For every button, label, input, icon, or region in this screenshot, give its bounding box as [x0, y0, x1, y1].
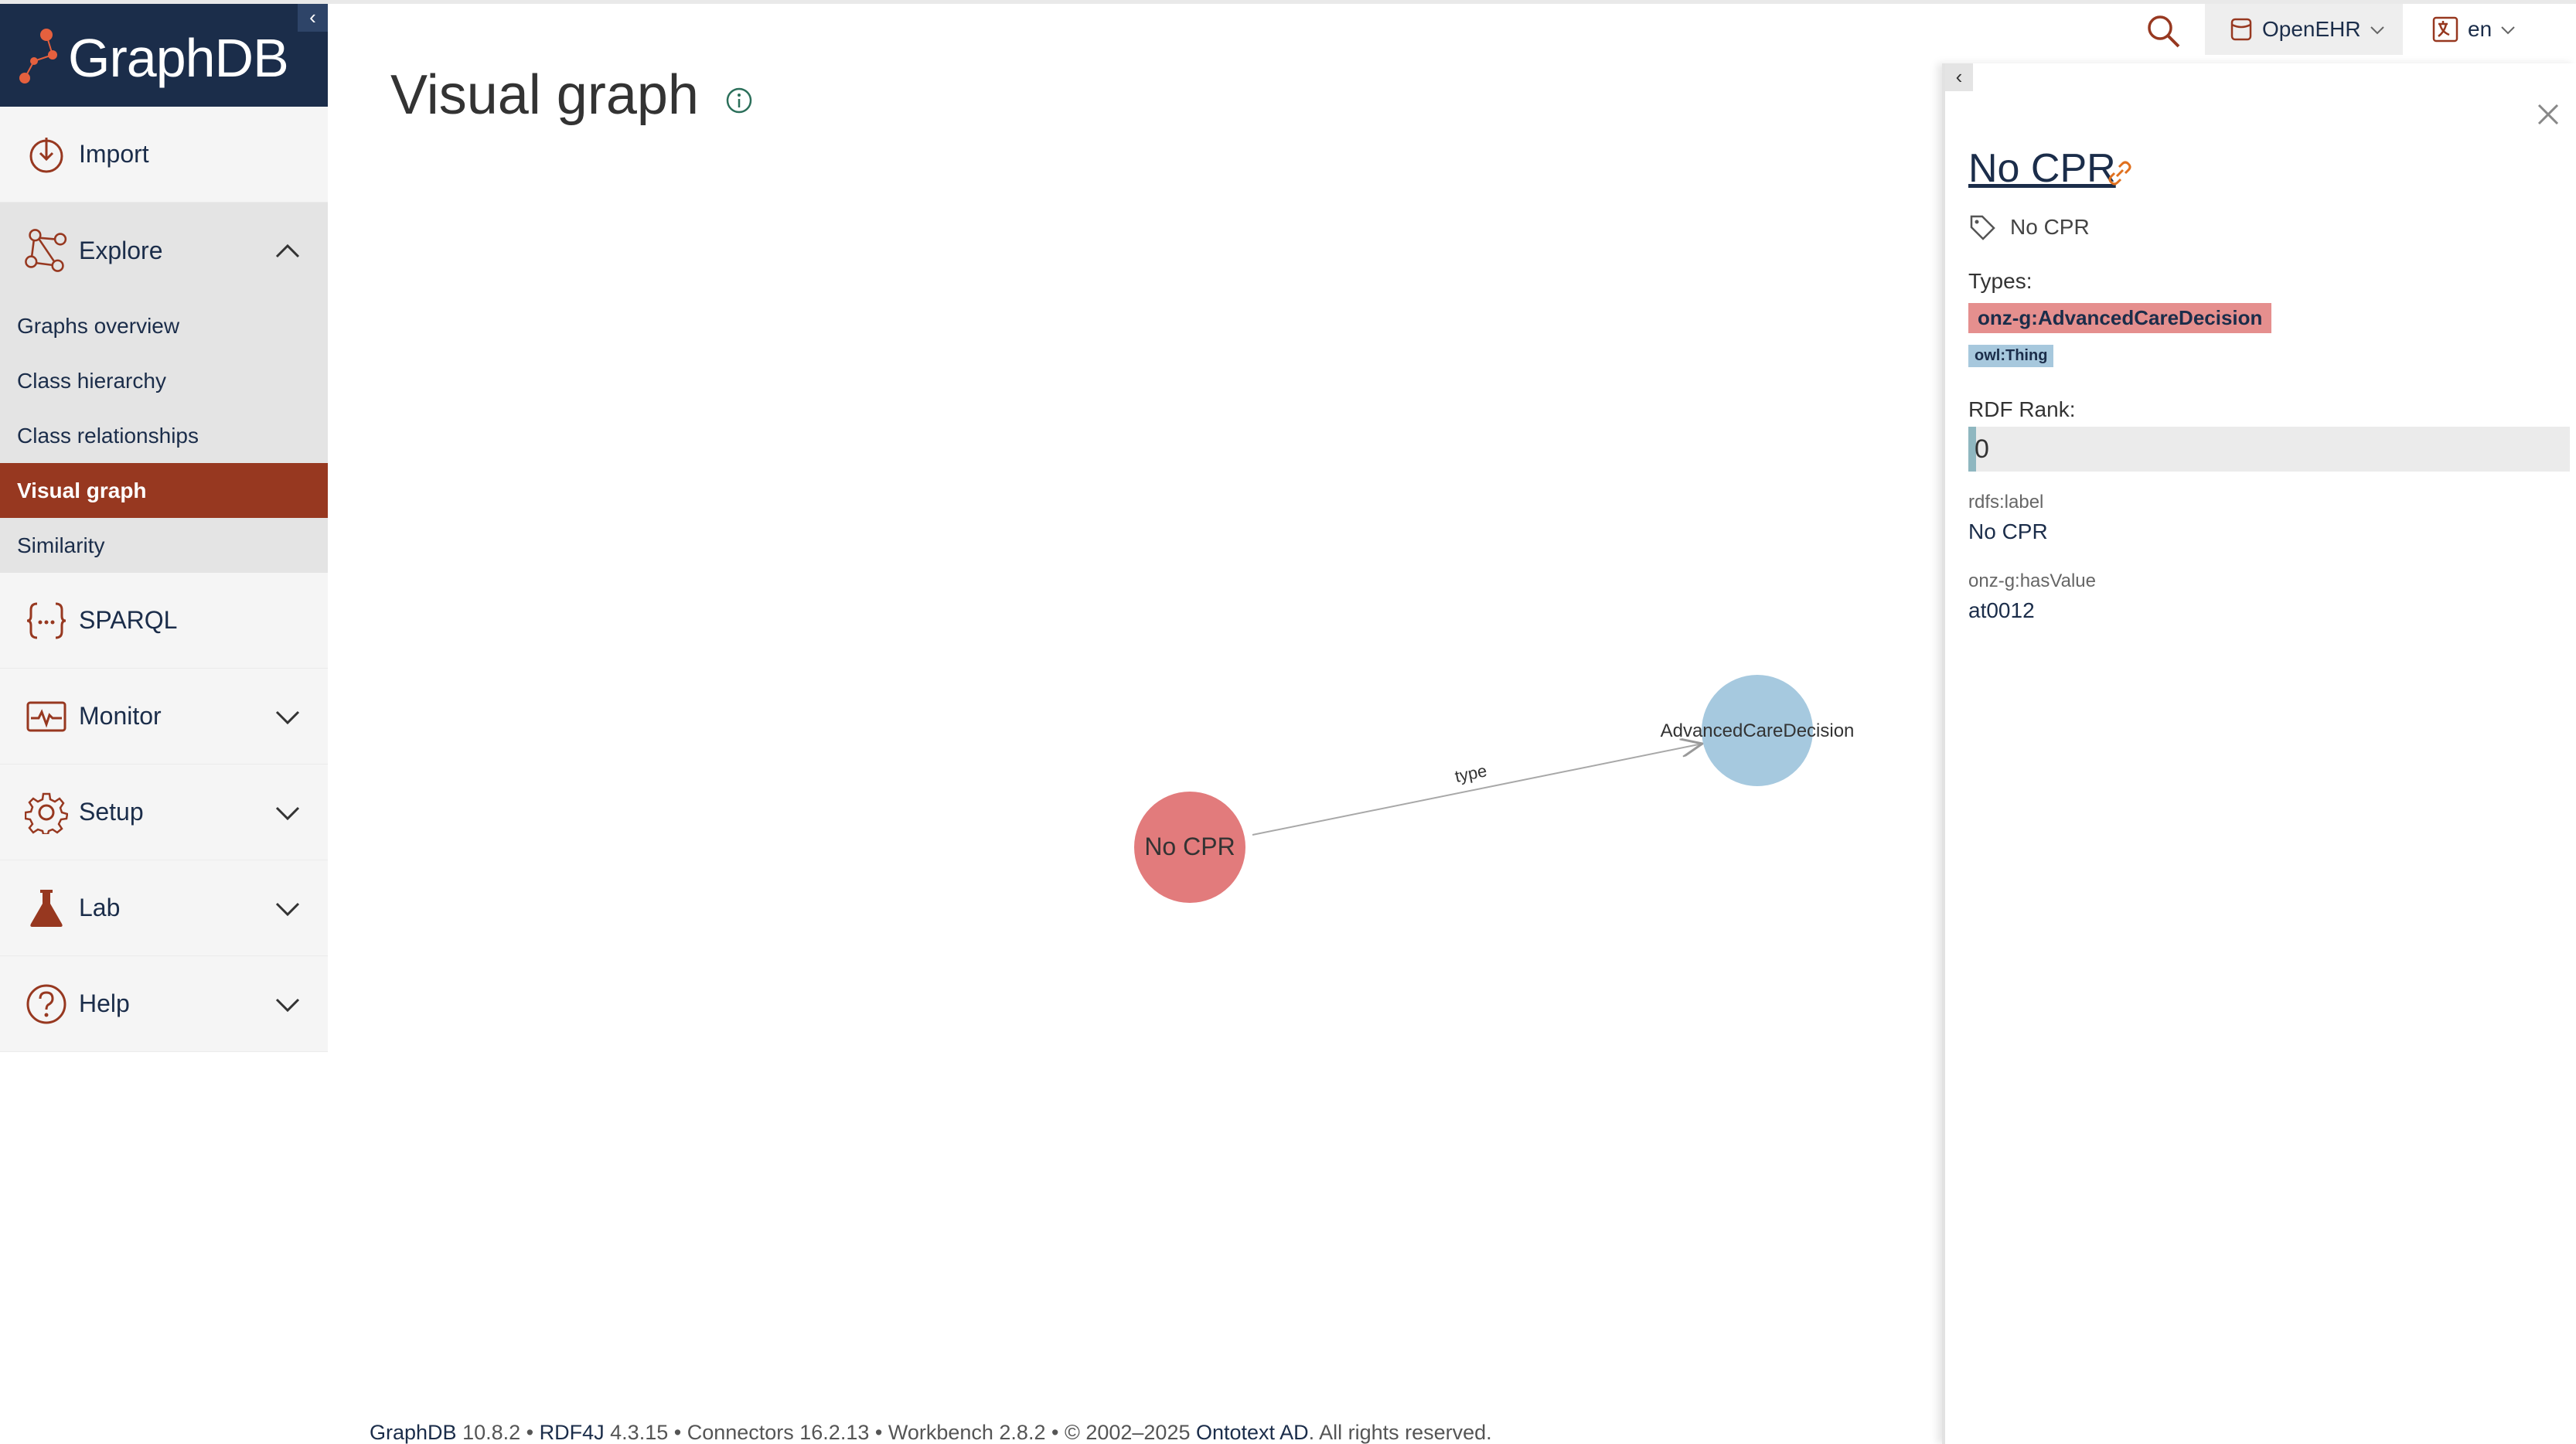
footer-rights: . All rights reserved. — [1308, 1421, 1492, 1444]
translate-icon — [2432, 16, 2458, 43]
property-name: onz-g:hasValue — [1968, 570, 2096, 591]
help-icon — [23, 981, 70, 1027]
edge-label: type — [1453, 761, 1489, 786]
rdf-rank-value: 0 — [1975, 434, 1989, 464]
explore-icon — [23, 227, 70, 274]
type-badge[interactable]: onz-g:AdvancedCareDecision — [1968, 303, 2272, 333]
submenu-item-class-relationships[interactable]: Class relationships — [17, 423, 199, 448]
resource-label: No CPR — [2010, 215, 2090, 239]
chevron-down-icon — [2501, 26, 2515, 35]
property-value[interactable]: at0012 — [1968, 598, 2035, 622]
link-icon[interactable] — [2106, 159, 2134, 187]
footer: GraphDB 10.8.2 • RDF4J 4.3.15 • Connecto… — [370, 1421, 1492, 1444]
node-label: No CPR — [1144, 833, 1235, 860]
repository-name: OpenEHR — [2262, 17, 2361, 41]
footer-separator: • — [1045, 1421, 1065, 1444]
sidebar-collapse-button[interactable]: ‹ — [298, 4, 328, 32]
footer-separator: • — [869, 1421, 888, 1444]
brand-name[interactable]: GraphDB — [68, 28, 289, 88]
page-title: Visual graph — [390, 64, 699, 126]
footer-separator: • — [520, 1421, 540, 1444]
close-icon[interactable] — [2531, 97, 2565, 131]
chevron-down-icon[interactable] — [272, 701, 303, 732]
sidebar-item-label: Help — [79, 989, 130, 1017]
monitor-icon — [23, 693, 70, 740]
footer-rdf4j-version: 4.3.15 — [610, 1421, 669, 1444]
graph-node-no-cpr[interactable]: No CPR — [1134, 792, 1245, 903]
explore-submenu: Graphs overview Class hierarchy Class re… — [0, 298, 328, 573]
footer-graphdb-link[interactable]: GraphDB — [370, 1421, 457, 1444]
submenu-item-visual-graph[interactable]: Visual graph — [0, 463, 328, 518]
type-badge[interactable]: owl:Thing — [1968, 345, 2054, 367]
brand-header: GraphDB ‹ — [0, 4, 328, 107]
sidebar-item-explore[interactable]: Explore — [0, 203, 328, 298]
footer-separator: • — [668, 1421, 687, 1444]
sidebar-item-label: Import — [79, 140, 149, 168]
footer-workbench: Workbench 2.8.2 — [888, 1421, 1046, 1444]
language-selector[interactable]: en — [2432, 4, 2533, 55]
graph-edge-type[interactable]: type — [1252, 744, 1702, 836]
sidebar-item-import[interactable]: Import — [0, 107, 328, 203]
node-circle[interactable] — [1702, 675, 1813, 786]
top-strip — [0, 0, 2576, 4]
resource-details-panel: ‹ No CPR No CPR Types: onz-g:AdvancedCar… — [1942, 63, 2576, 1444]
graph-canvas[interactable]: type No CPR AdvancedCareDecision — [328, 124, 1944, 1391]
import-icon — [23, 131, 70, 178]
rdf-rank-bar: 0 — [1968, 427, 2570, 472]
database-icon — [2230, 18, 2252, 41]
flask-icon — [23, 885, 70, 931]
sidebar-item-label: Lab — [79, 894, 121, 921]
sidebar-item-setup[interactable]: Setup — [0, 765, 328, 860]
tag-icon — [1970, 215, 1995, 240]
submenu-item-graphs-overview[interactable]: Graphs overview — [17, 313, 180, 338]
sidebar-item-monitor[interactable]: Monitor — [0, 669, 328, 765]
panel-collapse-button[interactable]: ‹ — [1945, 63, 1973, 91]
sidebar-item-label: Explore — [79, 236, 163, 264]
chevron-down-icon[interactable] — [272, 893, 303, 924]
property-name: rdfs:label — [1968, 492, 2044, 513]
repository-selector[interactable]: OpenEHR — [2205, 4, 2403, 55]
node-label: AdvancedCareDecision — [1661, 720, 1855, 741]
submenu-item-class-hierarchy[interactable]: Class hierarchy — [17, 368, 166, 393]
sidebar-item-label: Monitor — [79, 702, 162, 730]
footer-connectors: Connectors 16.2.13 — [687, 1421, 870, 1444]
chevron-down-icon[interactable] — [272, 797, 303, 828]
search-icon[interactable] — [2145, 12, 2182, 49]
language-code: en — [2468, 17, 2493, 41]
footer-company-link[interactable]: Ontotext AD — [1196, 1421, 1309, 1444]
chevron-up-icon[interactable] — [272, 235, 303, 266]
sidebar-item-help[interactable]: Help — [0, 956, 328, 1052]
sidebar-item-label: SPARQL — [79, 606, 178, 634]
sidebar-item-label: Setup — [79, 798, 144, 826]
sparql-icon — [23, 598, 70, 644]
sidebar: GraphDB ‹ Import Explore Graphs overview… — [0, 4, 328, 1052]
node-circle[interactable] — [1134, 792, 1245, 903]
info-icon[interactable] — [725, 87, 753, 114]
footer-copyright: © 2002–2025 — [1064, 1421, 1191, 1444]
rdf-rank-fill — [1968, 427, 1976, 472]
footer-graphdb-version: 10.8.2 — [462, 1421, 521, 1444]
graphdb-logo-icon[interactable] — [17, 26, 71, 89]
types-heading: Types: — [1968, 269, 2033, 293]
sidebar-item-sparql[interactable]: SPARQL — [0, 573, 328, 669]
graph-node-advanced-care-decision[interactable]: AdvancedCareDecision — [1661, 675, 1855, 786]
rdf-rank-heading: RDF Rank: — [1968, 397, 2076, 421]
footer-rdf4j-link[interactable]: RDF4J — [539, 1421, 605, 1444]
resource-title-link[interactable]: No CPR — [1968, 146, 2116, 191]
sidebar-item-lab[interactable]: Lab — [0, 860, 328, 956]
submenu-item-similarity[interactable]: Similarity — [17, 533, 105, 557]
chevron-down-icon[interactable] — [272, 989, 303, 1020]
chevron-down-icon — [2370, 26, 2384, 35]
gear-icon — [23, 789, 70, 836]
property-value: No CPR — [1968, 519, 2048, 543]
